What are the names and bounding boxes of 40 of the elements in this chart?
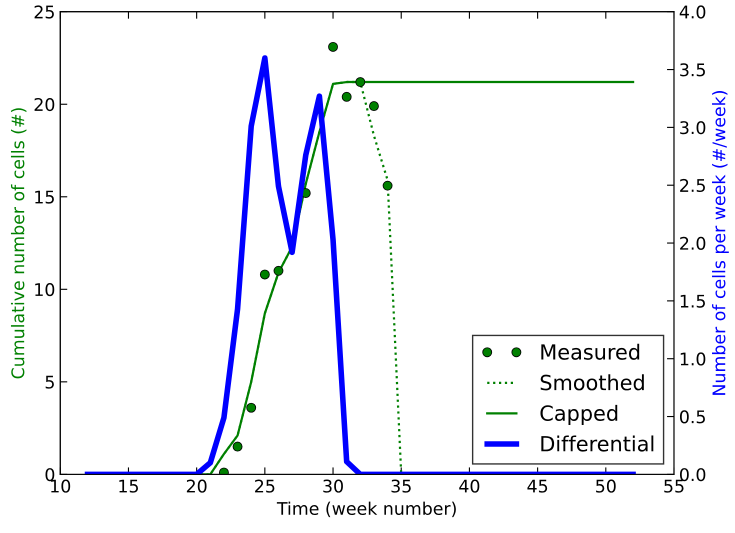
y-tick-label: 0 <box>46 468 54 482</box>
y2-tick-label: 0.0 <box>680 468 706 482</box>
y-tick-label: 20 <box>34 98 54 112</box>
x-tick-label: 25 <box>255 480 274 493</box>
point <box>260 270 270 280</box>
legend-label: Differential <box>541 435 654 452</box>
x-tick-label: 15 <box>119 480 138 493</box>
point <box>246 402 256 413</box>
y2-tick-label: 3.0 <box>680 121 706 134</box>
x-tick-label: 55 <box>664 480 684 493</box>
y2-tick-label: 3.5 <box>680 63 705 76</box>
y2-tick-label: 0.5 <box>680 410 705 424</box>
x-tick-label: 45 <box>527 480 548 493</box>
y2-tick-label: 2.0 <box>680 236 706 250</box>
y2-tick-label: 1.5 <box>680 294 705 308</box>
point <box>382 180 393 191</box>
y-tick-label: 25 <box>34 5 54 19</box>
x-tick-label: 50 <box>596 480 616 493</box>
y-tick-label: 5 <box>46 376 54 389</box>
point <box>355 77 366 87</box>
y2-tick-label: 1.0 <box>680 352 706 366</box>
y2-tick-label: 2.5 <box>680 178 705 192</box>
x-tick-label: 30 <box>323 480 343 493</box>
legend-label: Capped <box>540 404 618 426</box>
legend-label: Smoothed <box>540 374 644 390</box>
point <box>232 442 242 452</box>
y-tick-label: 15 <box>35 190 54 204</box>
x-tick-label: 20 <box>186 480 207 493</box>
x-axis-title: Time (week number) <box>276 502 456 518</box>
y-tick-label: 10 <box>35 283 54 296</box>
y-axis-title: Cumulative number of cells (#) <box>10 108 26 378</box>
y2-tick-label: 4.0 <box>680 5 706 19</box>
x-tick-label: 40 <box>459 480 480 493</box>
point <box>328 42 338 52</box>
point <box>342 92 352 102</box>
point <box>369 101 379 112</box>
point <box>274 266 284 276</box>
x-tick-label: 35 <box>392 480 411 493</box>
y2-axis-title: Number of cells per week (#/week) <box>712 91 729 395</box>
legend-label: Measured <box>541 344 640 360</box>
